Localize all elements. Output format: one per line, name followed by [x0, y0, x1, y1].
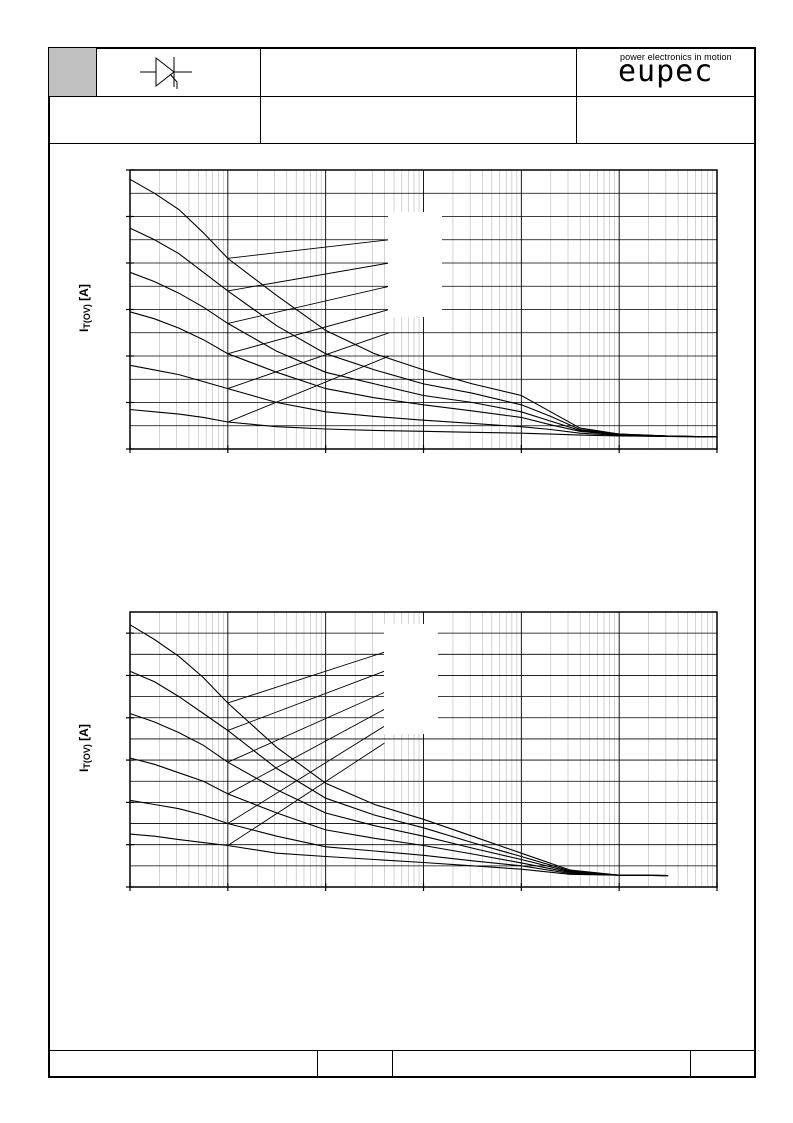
series-line	[129, 178, 718, 438]
series-line	[129, 408, 718, 438]
label-pointer-line	[227, 651, 385, 704]
footer-divider	[690, 1050, 691, 1077]
label-pointer-line	[227, 742, 385, 846]
label-pointer-line	[227, 691, 385, 763]
label-pointer-line	[227, 725, 385, 824]
y-label-unit: [A]	[77, 724, 91, 745]
series-line	[129, 670, 669, 877]
brand-tagline: power electronics in motion	[620, 52, 732, 62]
series-line	[129, 757, 669, 877]
page-frame	[48, 47, 756, 1078]
chart1-y-axis-label: IT(OV) [A]	[77, 284, 92, 332]
y-label-main: I	[77, 768, 91, 772]
series-line	[129, 227, 718, 438]
footer-divider	[392, 1050, 393, 1077]
corner-grey-cell	[49, 48, 96, 96]
label-pointer-line	[227, 239, 390, 259]
footer-top-line	[49, 1050, 755, 1051]
series-line	[129, 799, 669, 877]
label-box	[388, 212, 442, 317]
label-pointer-line	[227, 355, 390, 423]
label-box	[384, 624, 438, 734]
header-divider	[96, 48, 97, 96]
label-pointer-line	[227, 708, 385, 795]
label-pointer-line	[227, 285, 390, 324]
y-label-main: I	[77, 328, 91, 332]
chart2-plot	[126, 611, 718, 891]
chart2-y-axis-label: IT(OV) [A]	[77, 724, 92, 772]
label-pointer-line	[227, 262, 390, 292]
y-label-subscript: T(OV)	[82, 304, 92, 329]
header-divider	[49, 96, 755, 97]
series-line	[129, 271, 718, 438]
series-line	[129, 311, 718, 438]
brand-logo: eupec	[618, 54, 714, 89]
series-line	[129, 364, 718, 438]
label-pointer-line	[227, 332, 390, 389]
footer-divider	[317, 1050, 318, 1077]
y-label-subscript: T(OV)	[82, 744, 92, 769]
chart1-plot	[126, 169, 718, 453]
series-line	[129, 833, 669, 877]
label-pointer-line	[227, 670, 385, 731]
y-label-unit: [A]	[77, 284, 91, 305]
series-line	[129, 624, 669, 877]
thyristor-symbol-icon	[140, 56, 192, 89]
series-line	[129, 712, 669, 877]
header-bottom-line	[49, 143, 755, 144]
label-pointer-line	[227, 309, 390, 355]
